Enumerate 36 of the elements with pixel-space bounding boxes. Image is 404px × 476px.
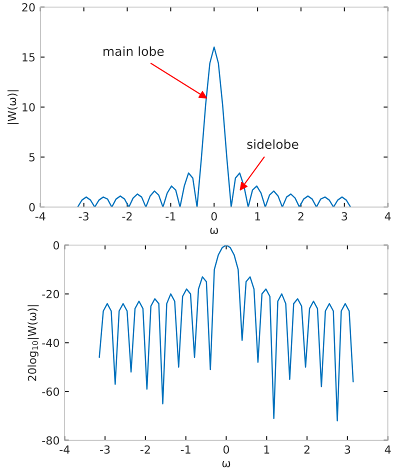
x-tick-label: 1: [264, 446, 270, 454]
x-tick-label: 4: [384, 212, 391, 220]
x-tick-label: -3: [78, 212, 88, 221]
y-tick-label: 15: [22, 53, 35, 62]
annotation: sidelobe: [247, 139, 298, 149]
x-tick-label: -1: [180, 446, 190, 454]
x-tick-label: -4: [60, 446, 70, 454]
y-tick-label: -20: [42, 290, 60, 298]
y-tick-label: 20: [22, 3, 35, 12]
x-tick-label: -4: [35, 212, 46, 220]
x-tick-label: 0: [223, 445, 230, 454]
y-tick-label: 5: [29, 153, 35, 162]
x-tick-label: -3: [100, 445, 110, 454]
y-axis-title: |W(ω)|: [8, 90, 19, 124]
line-series: [98, 245, 354, 422]
x-tick-label: 2: [298, 212, 304, 220]
y-tick-label: -40: [42, 338, 60, 348]
y-tick-label: -80: [42, 436, 60, 445]
x-tick-label: -1: [166, 212, 176, 220]
y-tick-label: -60: [42, 387, 60, 396]
x-tick-label: 4: [384, 446, 391, 454]
line-series: [77, 46, 352, 208]
annotation: main lobe: [104, 46, 164, 56]
x-tick-label: 1: [255, 212, 260, 220]
x-tick-label: 0: [211, 212, 217, 221]
x-tick-label: -2: [122, 212, 132, 220]
x-tick-label: -2: [140, 445, 150, 454]
y-tick-label: 10: [22, 103, 35, 112]
x-tick-label: 3: [344, 445, 350, 454]
x-tick-label: 3: [342, 212, 348, 221]
y-axis-title: 20log$_{10}$|W(ω)|: [28, 305, 39, 381]
y-tick-label: 0: [29, 203, 35, 212]
x-axis-title: ω: [210, 228, 218, 234]
y-tick-label: 0: [53, 241, 60, 250]
x-axis-title: ω: [222, 461, 230, 468]
x-tick-label: 2: [304, 445, 310, 454]
